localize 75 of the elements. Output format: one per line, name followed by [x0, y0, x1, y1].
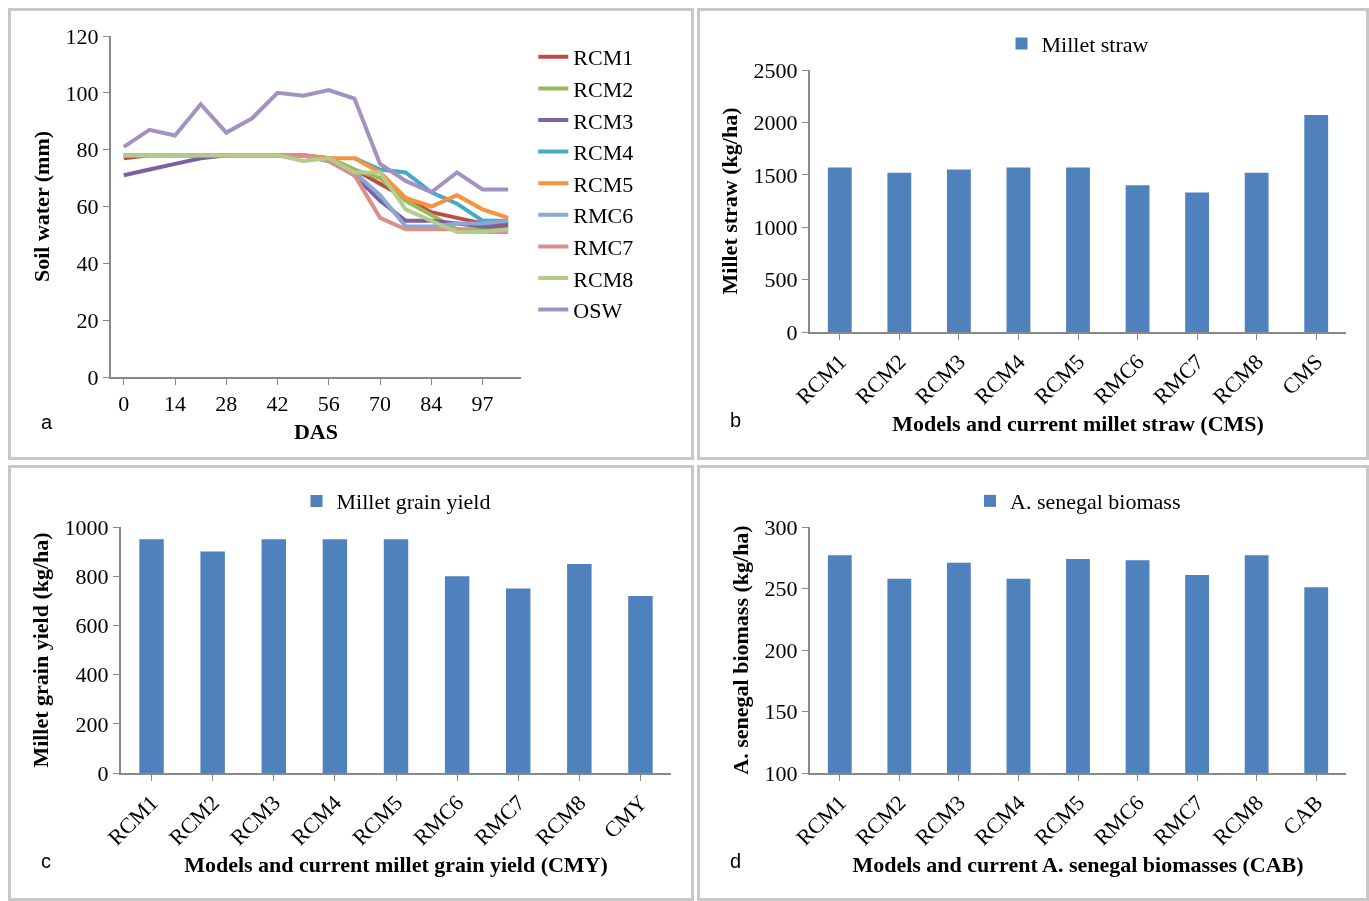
x-axis-title: Models and current A. senegal biomasses (CAB) [852, 852, 1304, 878]
x-axis-title: DAS [293, 418, 339, 444]
bar [887, 172, 912, 332]
x-axis-title: Models and current millet straw (CMS) [892, 411, 1264, 437]
x-tick-label: 70 [369, 391, 392, 417]
x-tick-label: 56 [317, 391, 340, 417]
y-tick-label: 20 [76, 307, 99, 333]
bar [1006, 167, 1031, 332]
text: a [41, 411, 53, 433]
bar [383, 539, 409, 773]
y-axis-title: A. senegal biomass (kg/ha) [727, 525, 753, 775]
y-tick-label: 200 [75, 711, 109, 737]
y-tick-label: 800 [75, 563, 109, 589]
y-tick-label: 300 [764, 514, 798, 540]
y-tick-label: 250 [764, 576, 798, 602]
legend-label: Millet straw [1041, 32, 1149, 58]
legend-label: RMC7 [573, 234, 634, 260]
bar [139, 539, 164, 773]
bar [200, 551, 225, 773]
y-axis-title: Millet straw (kg/ha) [716, 107, 742, 295]
y-tick-label: 60 [76, 194, 99, 220]
legend-label: RCM8 [573, 266, 634, 292]
legend-label: RCM4 [573, 140, 634, 166]
y-tick-label: 100 [65, 80, 99, 106]
y-tick-label: 2500 [753, 57, 798, 83]
legend-label: A. senegal biomass [1010, 489, 1181, 515]
bar [1125, 185, 1150, 332]
y-tick-label: 1000 [753, 214, 798, 240]
x-tick-label: 0 [118, 391, 130, 417]
bar [946, 169, 971, 332]
legend-label: RMC6 [573, 203, 634, 229]
bar [261, 539, 286, 773]
y-tick-label: 100 [764, 760, 798, 786]
bar [506, 588, 531, 773]
y-tick-label: 600 [75, 613, 109, 639]
x-tick-label: 28 [215, 391, 238, 417]
bar [1244, 172, 1269, 332]
x-tick-label: 14 [164, 391, 187, 417]
y-axis-title: Millet grain yield (kg/ha) [27, 532, 53, 768]
y-tick-label: 1500 [753, 162, 798, 188]
legend-label: Millet grain yield [336, 489, 491, 515]
bar [444, 576, 470, 773]
line-series [121, 87, 511, 195]
y-tick-label: 1000 [64, 514, 109, 540]
y-tick-label: 40 [76, 251, 99, 277]
legend-label: RCM5 [573, 171, 634, 197]
bar [322, 539, 348, 773]
text: b [730, 409, 742, 431]
y-tick-label: 2000 [753, 110, 798, 136]
x-tick-label: 97 [471, 391, 494, 417]
y-tick-label: 120 [65, 23, 99, 49]
x-tick-label: CAB [1277, 790, 1328, 840]
y-tick-label: 200 [764, 637, 798, 663]
legend-label: RCM3 [573, 108, 634, 134]
bar [1066, 167, 1090, 332]
x-axis-title: Models and current millet grain yield (CMY) [184, 852, 608, 878]
y-tick-label: 150 [764, 699, 798, 725]
legend-label: RCM1 [573, 45, 634, 71]
bar [567, 563, 592, 773]
y-tick-label: 400 [75, 662, 109, 688]
text: d [730, 850, 742, 872]
y-tick-label: 0 [786, 319, 798, 345]
x-tick-label: 42 [266, 391, 289, 417]
bar [1304, 115, 1329, 332]
legend-label: OSW [573, 298, 623, 324]
y-tick-label: 80 [76, 137, 99, 163]
bar [628, 595, 653, 773]
y-tick-label: 0 [97, 760, 109, 786]
legend-label: RCM2 [573, 76, 634, 102]
y-tick-label: 500 [764, 267, 798, 293]
text: c [41, 850, 51, 872]
bar [1185, 192, 1210, 332]
y-axis-title: Soil water (mm) [28, 130, 54, 283]
bar [827, 167, 852, 332]
x-tick-label: 84 [420, 391, 443, 417]
